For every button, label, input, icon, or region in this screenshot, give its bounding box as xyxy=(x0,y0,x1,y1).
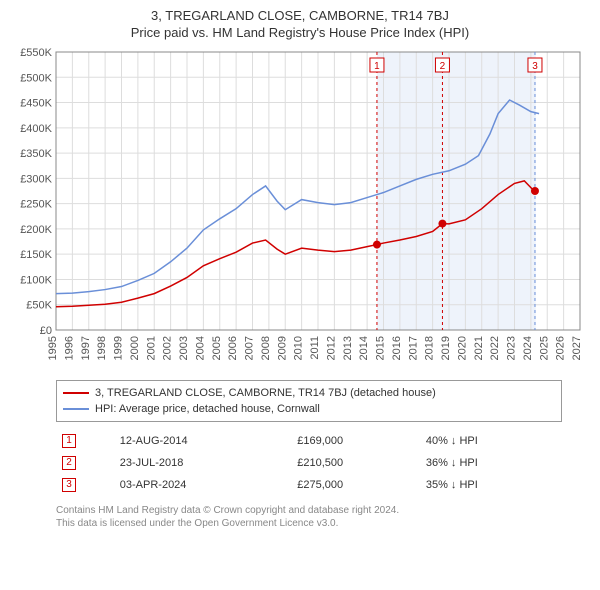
x-tick-label: 2020 xyxy=(456,336,468,360)
price-chart: £0 £50K £100K £150K £200K £250K £300K £350K £400… xyxy=(8,44,592,374)
x-tick-label: 2010 xyxy=(293,336,305,360)
y-tick-label: £450K xyxy=(20,98,52,110)
x-tick-label: 2016 xyxy=(391,336,403,360)
x-tick-label: 2027 xyxy=(571,336,583,360)
sale-price: £169,000 xyxy=(291,430,420,452)
x-tick-label: 2012 xyxy=(325,336,337,360)
x-tick-label: 1999 xyxy=(113,336,125,360)
x-tick-label: 2014 xyxy=(358,336,370,360)
chart-container: 3, TREGARLAND CLOSE, CAMBORNE, TR14 7BJ … xyxy=(0,0,600,538)
sale-delta: 40% ↓ HPI xyxy=(420,430,562,452)
sale-marker: 1 xyxy=(62,434,76,448)
x-tick-label: 2018 xyxy=(424,336,436,360)
x-tick-label: 1997 xyxy=(80,336,92,360)
sale-marker: 3 xyxy=(62,478,76,492)
sale-date: 03-APR-2024 xyxy=(114,474,291,496)
x-tick-label: 2008 xyxy=(260,336,272,360)
y-tick-label: £250K xyxy=(20,199,52,211)
x-tick-label: 2011 xyxy=(309,336,321,360)
x-tick-label: 1998 xyxy=(96,336,108,360)
table-row: 1 12-AUG-2014£169,00040% ↓ HPI xyxy=(56,430,562,452)
sale-event-number: 3 xyxy=(532,61,538,72)
x-tick-label: 2019 xyxy=(440,336,452,360)
x-tick-label: 2015 xyxy=(375,336,387,360)
x-tick-label: 2025 xyxy=(538,336,550,360)
sale-price: £275,000 xyxy=(291,474,420,496)
y-tick-label: £350K xyxy=(20,148,52,160)
legend-swatch xyxy=(63,392,89,394)
y-tick-label: £300K xyxy=(20,173,52,185)
legend-item: HPI: Average price, detached house, Corn… xyxy=(63,401,555,417)
shaded-band xyxy=(377,52,536,330)
x-tick-label: 2000 xyxy=(129,336,141,360)
x-tick-label: 2024 xyxy=(522,336,534,360)
x-tick-label: 2006 xyxy=(227,336,239,360)
footer: Contains HM Land Registry data © Crown c… xyxy=(56,504,562,530)
table-row: 3 03-APR-2024£275,00035% ↓ HPI xyxy=(56,474,562,496)
y-tick-label: £150K xyxy=(20,249,52,261)
y-tick-label: £500K xyxy=(20,72,52,84)
footer-line1: Contains HM Land Registry data © Crown c… xyxy=(56,504,562,517)
legend-label: HPI: Average price, detached house, Corn… xyxy=(95,401,320,417)
x-tick-label: 2002 xyxy=(162,336,174,360)
x-tick-label: 1995 xyxy=(47,336,59,360)
x-tick-label: 2007 xyxy=(244,336,256,360)
chart-subtitle: Price paid vs. HM Land Registry's House … xyxy=(8,25,592,40)
x-tick-label: 1996 xyxy=(63,336,75,360)
y-tick-label: £0 xyxy=(40,325,52,337)
sale-price: £210,500 xyxy=(291,452,420,474)
chart-title: 3, TREGARLAND CLOSE, CAMBORNE, TR14 7BJ xyxy=(8,8,592,23)
x-tick-label: 2017 xyxy=(407,336,419,360)
legend-swatch xyxy=(63,408,89,410)
sale-dot xyxy=(438,220,446,228)
y-tick-label: £200K xyxy=(20,224,52,236)
table-row: 2 23-JUL-2018£210,50036% ↓ HPI xyxy=(56,452,562,474)
sale-event-number: 2 xyxy=(440,61,446,72)
sale-marker: 2 xyxy=(62,456,76,470)
y-tick-label: £550K xyxy=(20,47,52,59)
x-tick-label: 2003 xyxy=(178,336,190,360)
x-tick-label: 2005 xyxy=(211,336,223,360)
x-tick-label: 2013 xyxy=(342,336,354,360)
sale-date: 23-JUL-2018 xyxy=(114,452,291,474)
x-tick-label: 2004 xyxy=(194,336,206,360)
y-tick-label: £50K xyxy=(26,300,52,312)
legend-item: 3, TREGARLAND CLOSE, CAMBORNE, TR14 7BJ … xyxy=(63,385,555,401)
y-tick-label: £100K xyxy=(20,274,52,286)
x-tick-label: 2022 xyxy=(489,336,501,360)
x-tick-label: 2021 xyxy=(473,336,485,360)
x-tick-label: 2023 xyxy=(506,336,518,360)
legend: 3, TREGARLAND CLOSE, CAMBORNE, TR14 7BJ … xyxy=(56,380,562,422)
sale-event-number: 1 xyxy=(374,61,380,72)
sale-dot xyxy=(531,187,539,195)
footer-line2: This data is licensed under the Open Gov… xyxy=(56,517,562,530)
sale-dot xyxy=(373,241,381,249)
sale-date: 12-AUG-2014 xyxy=(114,430,291,452)
sale-delta: 36% ↓ HPI xyxy=(420,452,562,474)
x-tick-label: 2009 xyxy=(276,336,288,360)
x-tick-label: 2001 xyxy=(145,336,157,360)
legend-label: 3, TREGARLAND CLOSE, CAMBORNE, TR14 7BJ … xyxy=(95,385,436,401)
y-tick-label: £400K xyxy=(20,123,52,135)
sales-table: 1 12-AUG-2014£169,00040% ↓ HPI 2 23-JUL-201… xyxy=(56,430,562,496)
sale-delta: 35% ↓ HPI xyxy=(420,474,562,496)
x-tick-label: 2026 xyxy=(555,336,567,360)
